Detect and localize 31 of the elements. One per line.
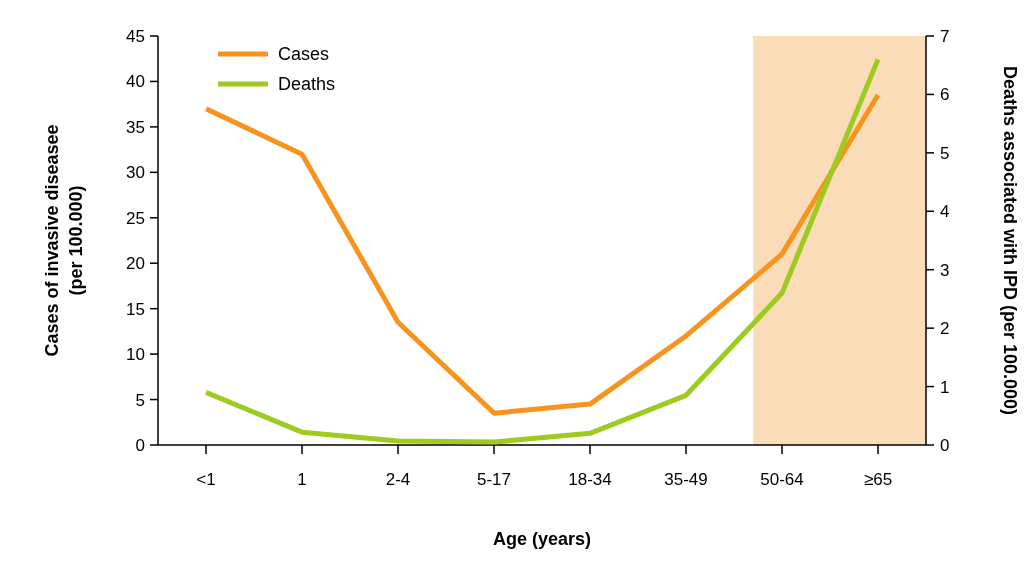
y2-tick-label: 5 bbox=[940, 143, 950, 163]
y2-tick-label: 3 bbox=[940, 260, 950, 280]
x-tick-label: 2-4 bbox=[385, 470, 411, 489]
x-axis-title: Age (years) bbox=[492, 529, 592, 549]
y2-axis-title: Deaths associated with IPD (per 100.000) bbox=[1000, 65, 1020, 416]
y-tick-label: 0 bbox=[135, 435, 145, 455]
legend-label: Cases bbox=[278, 44, 330, 65]
x-tick-label: 5-17 bbox=[476, 470, 512, 489]
legend-label: Deaths bbox=[278, 74, 336, 95]
y2-tick-label: 2 bbox=[940, 319, 950, 339]
y-tick-label: 10 bbox=[126, 345, 145, 365]
x-tick-label: <1 bbox=[196, 470, 216, 489]
x-tick-label: 35-49 bbox=[664, 470, 708, 489]
y-tick-label: 25 bbox=[126, 208, 145, 228]
y-tick-label: 45 bbox=[126, 26, 145, 46]
y-tick-label: 15 bbox=[126, 299, 145, 319]
y-tick-label: 5 bbox=[135, 390, 145, 410]
y-axis-title: Cases of invasive diseasee (per 100.000) bbox=[42, 124, 86, 357]
x-tick-label: 18-34 bbox=[568, 470, 612, 489]
y2-tick-label: 7 bbox=[940, 26, 950, 46]
y2-tick-label: 0 bbox=[940, 435, 950, 455]
y-tick-label: 35 bbox=[126, 117, 145, 137]
y2-tick-label: 1 bbox=[940, 377, 950, 397]
x-tick-label: ≥65 bbox=[863, 470, 893, 489]
x-tick-label: 1 bbox=[297, 470, 307, 489]
y-tick-label: 20 bbox=[126, 254, 145, 274]
y2-tick-label: 4 bbox=[940, 202, 950, 222]
y-tick-label: 30 bbox=[126, 163, 145, 183]
x-tick-label: 50-64 bbox=[760, 470, 804, 489]
y-tick-label: 40 bbox=[126, 72, 145, 92]
y2-tick-label: 6 bbox=[940, 85, 950, 105]
